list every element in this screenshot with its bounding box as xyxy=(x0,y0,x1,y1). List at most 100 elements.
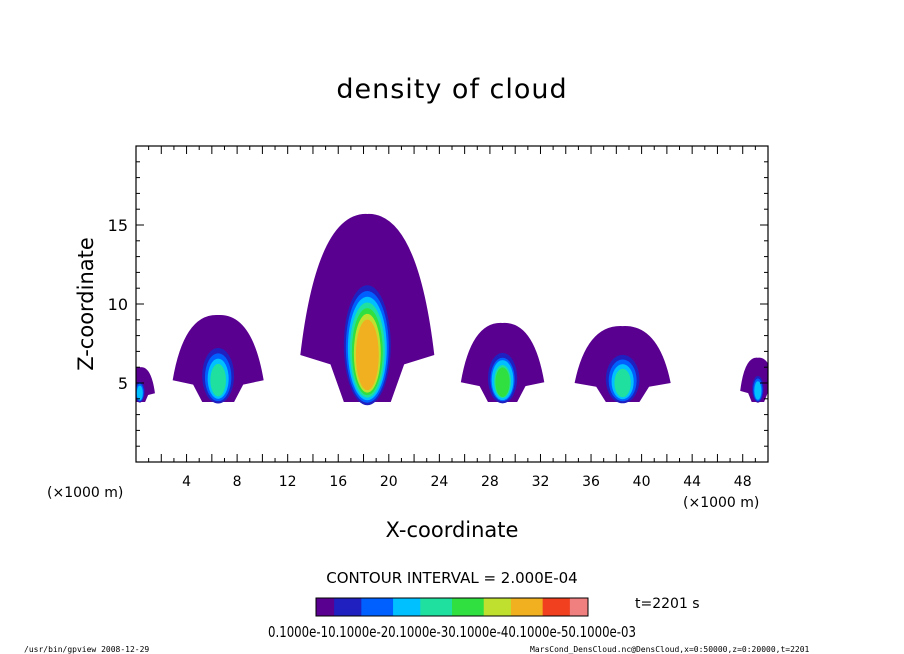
y-axis-label: Z-coordinate xyxy=(74,237,98,371)
x-tick-label: 16 xyxy=(329,474,347,490)
colorbar-swatch xyxy=(452,598,458,616)
colorbar-swatch xyxy=(542,598,548,616)
colorbar-swatch xyxy=(569,598,575,616)
x-unit-right: (×1000 m) xyxy=(683,495,759,511)
colorbar-swatch xyxy=(506,598,512,616)
colorbar-swatch xyxy=(538,598,544,616)
colorbar-swatch xyxy=(429,598,435,616)
colorbar-swatch xyxy=(447,598,453,616)
colorbar-swatch xyxy=(388,598,394,616)
colorbar-swatch xyxy=(529,598,535,616)
colorbar-swatch xyxy=(547,598,553,616)
colorbar-swatch xyxy=(406,598,412,616)
colorbar-frame xyxy=(315,597,589,617)
colorbar-swatch xyxy=(442,598,448,616)
colorbar-swatch xyxy=(488,598,494,616)
x-tick-label: 48 xyxy=(734,474,752,490)
colorbar-swatch xyxy=(370,598,376,616)
colorbar-swatch xyxy=(343,598,349,616)
cloud-6 xyxy=(740,357,768,403)
colorbar-swatch xyxy=(574,598,580,616)
colorbar-swatch xyxy=(520,598,526,616)
cloud-core-level-7 xyxy=(137,386,143,400)
x-tick-label: 36 xyxy=(582,474,600,490)
colorbar-swatch xyxy=(316,598,322,616)
colorbar-swatch xyxy=(379,598,385,616)
colorbar-swatch xyxy=(329,598,335,616)
colorbar-swatch xyxy=(361,598,367,616)
colorbar-swatch xyxy=(320,598,326,616)
colorbar xyxy=(316,598,589,616)
colorbar-swatch xyxy=(551,598,557,616)
colorbar-swatch xyxy=(560,598,566,616)
colorbar-swatch xyxy=(393,598,399,616)
cloud-2 xyxy=(172,315,264,404)
colorbar-swatch xyxy=(479,598,485,616)
colorbar-swatch xyxy=(497,598,503,616)
x-unit-left: (×1000 m) xyxy=(47,485,123,501)
colorbar-swatch xyxy=(483,598,489,616)
colorbar-swatch xyxy=(365,598,371,616)
y-tick-label: 15 xyxy=(108,216,128,235)
x-axis-label: X-coordinate xyxy=(386,518,519,542)
cloud-3 xyxy=(300,213,435,406)
colorbar-swatch xyxy=(433,598,439,616)
x-tick-label: 12 xyxy=(279,474,297,490)
colorbar-swatch xyxy=(524,598,530,616)
chart-title: density of cloud xyxy=(336,74,568,105)
x-tick-label: 28 xyxy=(481,474,499,490)
x-tick-label: 20 xyxy=(380,474,398,490)
contour-interval: CONTOUR INTERVAL = 2.000E-04 xyxy=(326,569,577,587)
colorbar-swatch xyxy=(474,598,480,616)
footer-right: MarsCond_DensCloud.nc@DensCloud,x=0:5000… xyxy=(530,645,810,654)
colorbar-swatch xyxy=(397,598,403,616)
colorbar-swatch xyxy=(424,598,430,616)
colorbar-swatch xyxy=(533,598,539,616)
time-label: t=2201 s xyxy=(635,596,700,612)
colorbar-swatch xyxy=(556,598,562,616)
cloud-core-level-7 xyxy=(614,368,631,398)
cloud-4 xyxy=(460,322,545,404)
colorbar-swatch xyxy=(465,598,471,616)
colorbar-swatch xyxy=(456,598,462,616)
x-tick-label: 40 xyxy=(633,474,651,490)
cloud-core-level-7 xyxy=(210,363,226,397)
colorbar-swatch xyxy=(356,598,362,616)
contour-field xyxy=(136,213,768,406)
colorbar-swatch xyxy=(583,598,589,616)
colorbar-swatch xyxy=(415,598,421,616)
colorbar-swatch xyxy=(578,598,584,616)
colorbar-swatch xyxy=(420,598,426,616)
axis-ticks xyxy=(136,146,768,462)
colorbar-swatch xyxy=(384,598,390,616)
x-tick-label: 4 xyxy=(182,474,191,490)
x-tick-label: 24 xyxy=(430,474,448,490)
colorbar-swatch xyxy=(510,598,516,616)
colorbar-swatch xyxy=(565,598,571,616)
colorbar-swatch xyxy=(461,598,467,616)
cloud-core-level-7 xyxy=(355,319,379,391)
colorbar-swatch xyxy=(338,598,344,616)
x-tick-label: 8 xyxy=(233,474,242,490)
x-tick-label: 44 xyxy=(683,474,701,490)
colorbar-tick-labels: 0.1000e-10.1000e-20.1000e-30.1000e-40.10… xyxy=(268,623,636,641)
footer-left: /usr/bin/gpview 2008-12-29 xyxy=(24,645,149,654)
cloud-core-level-7 xyxy=(495,367,510,397)
colorbar-swatch xyxy=(515,598,521,616)
colorbar-swatch xyxy=(352,598,358,616)
colorbar-swatch xyxy=(347,598,353,616)
colorbar-swatch xyxy=(325,598,331,616)
y-tick-label: 10 xyxy=(108,295,128,314)
colorbar-swatch xyxy=(402,598,408,616)
cloud-core-level-7 xyxy=(754,382,761,400)
x-tick-label: 32 xyxy=(532,474,550,490)
cloud-5 xyxy=(574,326,671,404)
colorbar-swatch xyxy=(501,598,507,616)
colorbar-swatch xyxy=(411,598,417,616)
plot-frame xyxy=(135,145,769,463)
colorbar-swatch xyxy=(334,598,340,616)
colorbar-swatch xyxy=(374,598,380,616)
colorbar-swatch xyxy=(470,598,476,616)
